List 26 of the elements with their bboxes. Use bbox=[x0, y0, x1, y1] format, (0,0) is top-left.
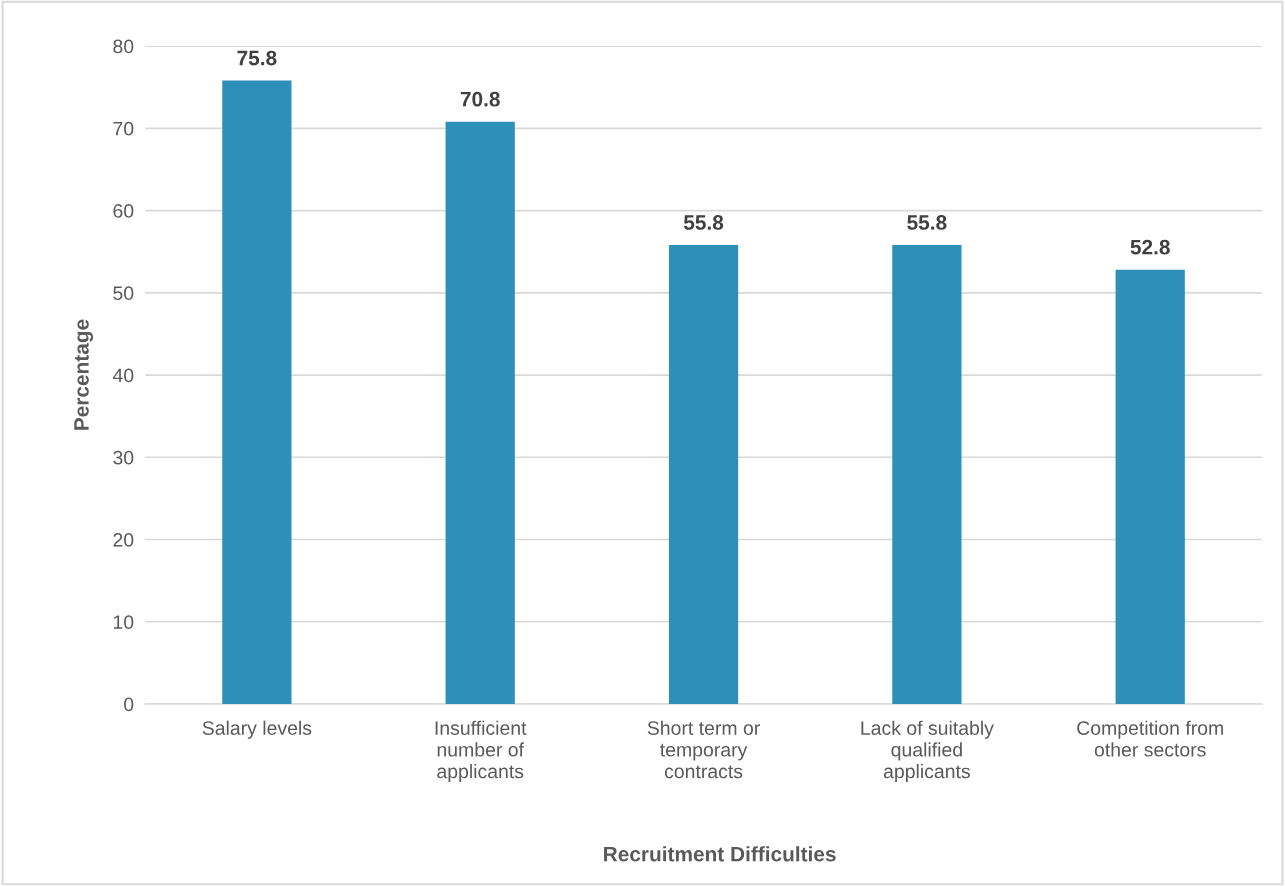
x-tick-label: Insufficient number of applicants bbox=[435, 720, 527, 783]
data-label: 55.8 bbox=[907, 215, 947, 230]
y-tick-label: 10 bbox=[113, 615, 134, 630]
bar bbox=[892, 245, 962, 705]
bar bbox=[222, 80, 292, 705]
data-label: 75.8 bbox=[237, 50, 277, 66]
bar bbox=[1115, 269, 1185, 705]
y-tick-label: 30 bbox=[113, 450, 134, 465]
y-axis-title: Percentage bbox=[74, 319, 94, 430]
data-label: 52.8 bbox=[1130, 239, 1170, 255]
data-label: 55.8 bbox=[683, 215, 724, 230]
x-tick-label: Salary levels bbox=[202, 720, 312, 739]
y-tick-label: 20 bbox=[113, 533, 134, 547]
y-tick-label: 40 bbox=[112, 368, 134, 383]
x-axis-title: Recruitment Difficulties bbox=[604, 846, 836, 862]
bar bbox=[668, 245, 739, 705]
y-tick-label: 50 bbox=[113, 286, 134, 301]
data-label: 70.8 bbox=[460, 91, 500, 107]
y-tick-label: 80 bbox=[113, 39, 134, 54]
bar bbox=[445, 121, 515, 705]
x-tick-label: Lack of suitably qualified applicants bbox=[861, 720, 994, 783]
x-tick-label: Short term or temporary contracts bbox=[647, 720, 760, 779]
y-tick-label: 70 bbox=[113, 121, 134, 136]
y-tick-label: 0 bbox=[124, 697, 134, 712]
x-tick-label: Competition from other sectors bbox=[1077, 720, 1223, 757]
y-tick-label: 60 bbox=[113, 204, 134, 218]
